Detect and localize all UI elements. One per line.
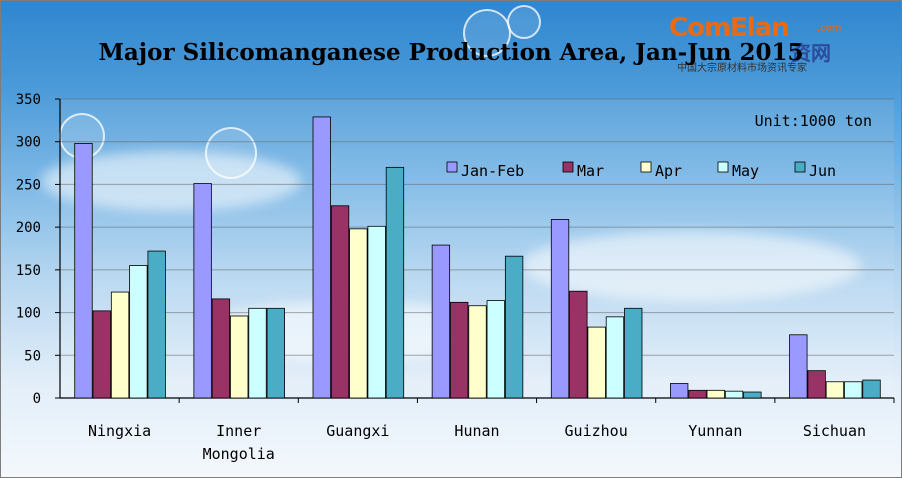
cloud-decoration xyxy=(521,231,861,301)
bar-jun xyxy=(862,379,881,399)
logo-domain-text: .com xyxy=(817,23,842,34)
bar-jun xyxy=(504,255,524,399)
bar-apr xyxy=(706,389,725,399)
x-category-label: Guizhou xyxy=(565,422,628,440)
logo-subtitle: 中国大宗原材料市场资讯专家 xyxy=(677,63,807,74)
bar-jan-feb xyxy=(789,334,808,399)
bar-mar xyxy=(450,301,469,399)
bar-mar xyxy=(92,310,111,399)
bar-may xyxy=(844,381,863,399)
bar-may xyxy=(248,307,267,399)
bar-mar xyxy=(211,298,231,399)
x-category-label: Ningxia xyxy=(88,422,151,440)
bar-may xyxy=(486,300,505,399)
bar-jan-feb xyxy=(74,143,93,399)
bar-jan-feb xyxy=(431,244,451,399)
y-tick-label: 250 xyxy=(16,177,41,193)
x-category-label: Sichuan xyxy=(803,422,866,440)
bar-may xyxy=(129,265,148,399)
bar-may xyxy=(724,390,744,399)
unit-label: Unit:1000 ton xyxy=(755,112,872,130)
bar-apr xyxy=(110,291,130,399)
bar-mar xyxy=(330,205,350,399)
legend-label: May xyxy=(732,162,759,180)
bar-may xyxy=(605,316,625,399)
logo-chinese-text: 资网 xyxy=(791,41,831,65)
y-tick-label: 0 xyxy=(33,391,41,407)
bar-jan-feb xyxy=(312,116,331,399)
logo-main-text: ComElan xyxy=(669,13,790,43)
bar-apr xyxy=(825,381,845,399)
legend-label: Jan-Feb xyxy=(461,162,524,180)
bar-jan-feb xyxy=(193,183,212,399)
x-category-label: Mongolia xyxy=(203,445,275,463)
bar-apr xyxy=(587,326,606,399)
legend-label: Apr xyxy=(655,162,682,180)
legend-swatch-jan-feb xyxy=(446,161,458,173)
bubble-decoration xyxy=(507,5,541,39)
bar-apr xyxy=(468,305,487,399)
bar-jun xyxy=(624,307,643,399)
legend-swatch-jun xyxy=(794,161,806,173)
bubble-decoration xyxy=(205,127,257,179)
bar-jun xyxy=(743,391,762,399)
y-tick-label: 350 xyxy=(16,92,41,108)
bar-apr xyxy=(230,315,249,399)
y-tick-label: 200 xyxy=(16,220,41,236)
bar-mar xyxy=(807,370,826,399)
legend-label: Mar xyxy=(577,162,604,180)
bar-jun xyxy=(266,307,285,399)
bar-jan-feb xyxy=(670,383,689,399)
x-category-label: Inner xyxy=(216,422,261,440)
bar-mar xyxy=(569,290,588,399)
x-category-label: Hunan xyxy=(454,422,499,440)
bar-may xyxy=(367,225,386,399)
legend-swatch-apr xyxy=(640,161,652,173)
legend-swatch-may xyxy=(717,161,729,173)
y-tick-label: 150 xyxy=(16,263,41,279)
chart-title: Major Silicomanganese Production Area, J… xyxy=(98,39,804,66)
y-tick-label: 100 xyxy=(16,306,41,322)
bar-jan-feb xyxy=(550,219,570,399)
x-category-label: Yunnan xyxy=(688,422,742,440)
x-category-label: Guangxi xyxy=(326,422,389,440)
bar-apr xyxy=(349,228,368,399)
y-tick-label: 300 xyxy=(16,135,41,151)
legend-label: Jun xyxy=(809,162,836,180)
bar-jun xyxy=(385,166,405,399)
comelan-logo: ComElan .com 资网 中国大宗原材料市场资讯专家 xyxy=(669,13,879,74)
bar-mar xyxy=(688,389,707,399)
y-tick-label: 50 xyxy=(24,348,41,364)
bubble-decoration xyxy=(463,9,511,57)
bar-jun xyxy=(147,250,166,399)
legend-swatch-mar xyxy=(562,161,574,173)
